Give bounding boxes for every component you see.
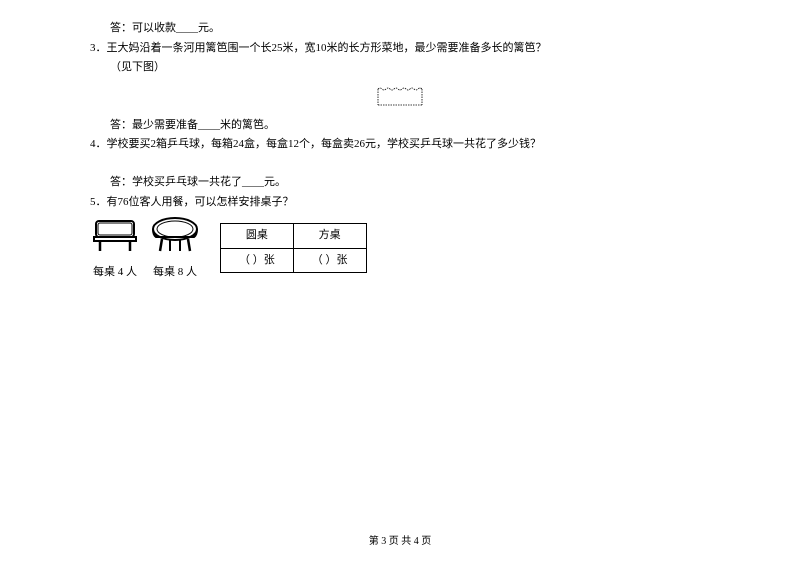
table-header-round: 圆桌 <box>221 224 294 249</box>
q3-hint: （见下图） <box>90 59 710 77</box>
q3-answer-line: 答：最少需要准备____米的篱笆。 <box>90 117 710 135</box>
round-table-item: 每桌 8 人 <box>148 215 202 281</box>
q4-answer-line: 答：学校买乒乓球一共花了____元。 <box>90 174 710 192</box>
round-table-label: 每桌 8 人 <box>148 264 202 282</box>
round-table-icon <box>148 215 202 264</box>
table-header-square: 方桌 <box>293 224 366 249</box>
page-content: 答：可以收款____元。 3．王大妈沿着一条河用篱笆围一个长25米，宽10米的长… <box>0 0 800 281</box>
q4-text: 4．学校要买2箱乒乓球，每箱24盒，每盒12个，每盒卖26元，学校买乒乓球一共花… <box>90 136 710 154</box>
square-table-item: 每桌 4 人 <box>90 215 140 281</box>
q2-answer-line: 答：可以收款____元。 <box>90 20 710 38</box>
tables-row: 每桌 4 人 每桌 8 人 圆桌 方桌 <box>90 215 710 281</box>
q5-text: 5．有76位客人用餐，可以怎样安排桌子？ <box>90 194 710 212</box>
page-footer: 第 3 页 共 4 页 <box>0 532 800 547</box>
table-cell-square: （ ）张 <box>293 248 366 273</box>
table-data-row: （ ）张 （ ）张 <box>221 248 367 273</box>
table-cell-round: （ ）张 <box>221 248 294 273</box>
table-header-row: 圆桌 方桌 <box>221 224 367 249</box>
square-table-label: 每桌 4 人 <box>90 264 140 282</box>
square-table-icon <box>90 215 140 264</box>
arrangement-table: 圆桌 方桌 （ ）张 （ ）张 <box>220 223 367 273</box>
q3-text: 3．王大妈沿着一条河用篱笆围一个长25米，宽10米的长方形菜地，最少需要准备多长… <box>90 40 710 58</box>
fence-diagram <box>374 85 426 109</box>
